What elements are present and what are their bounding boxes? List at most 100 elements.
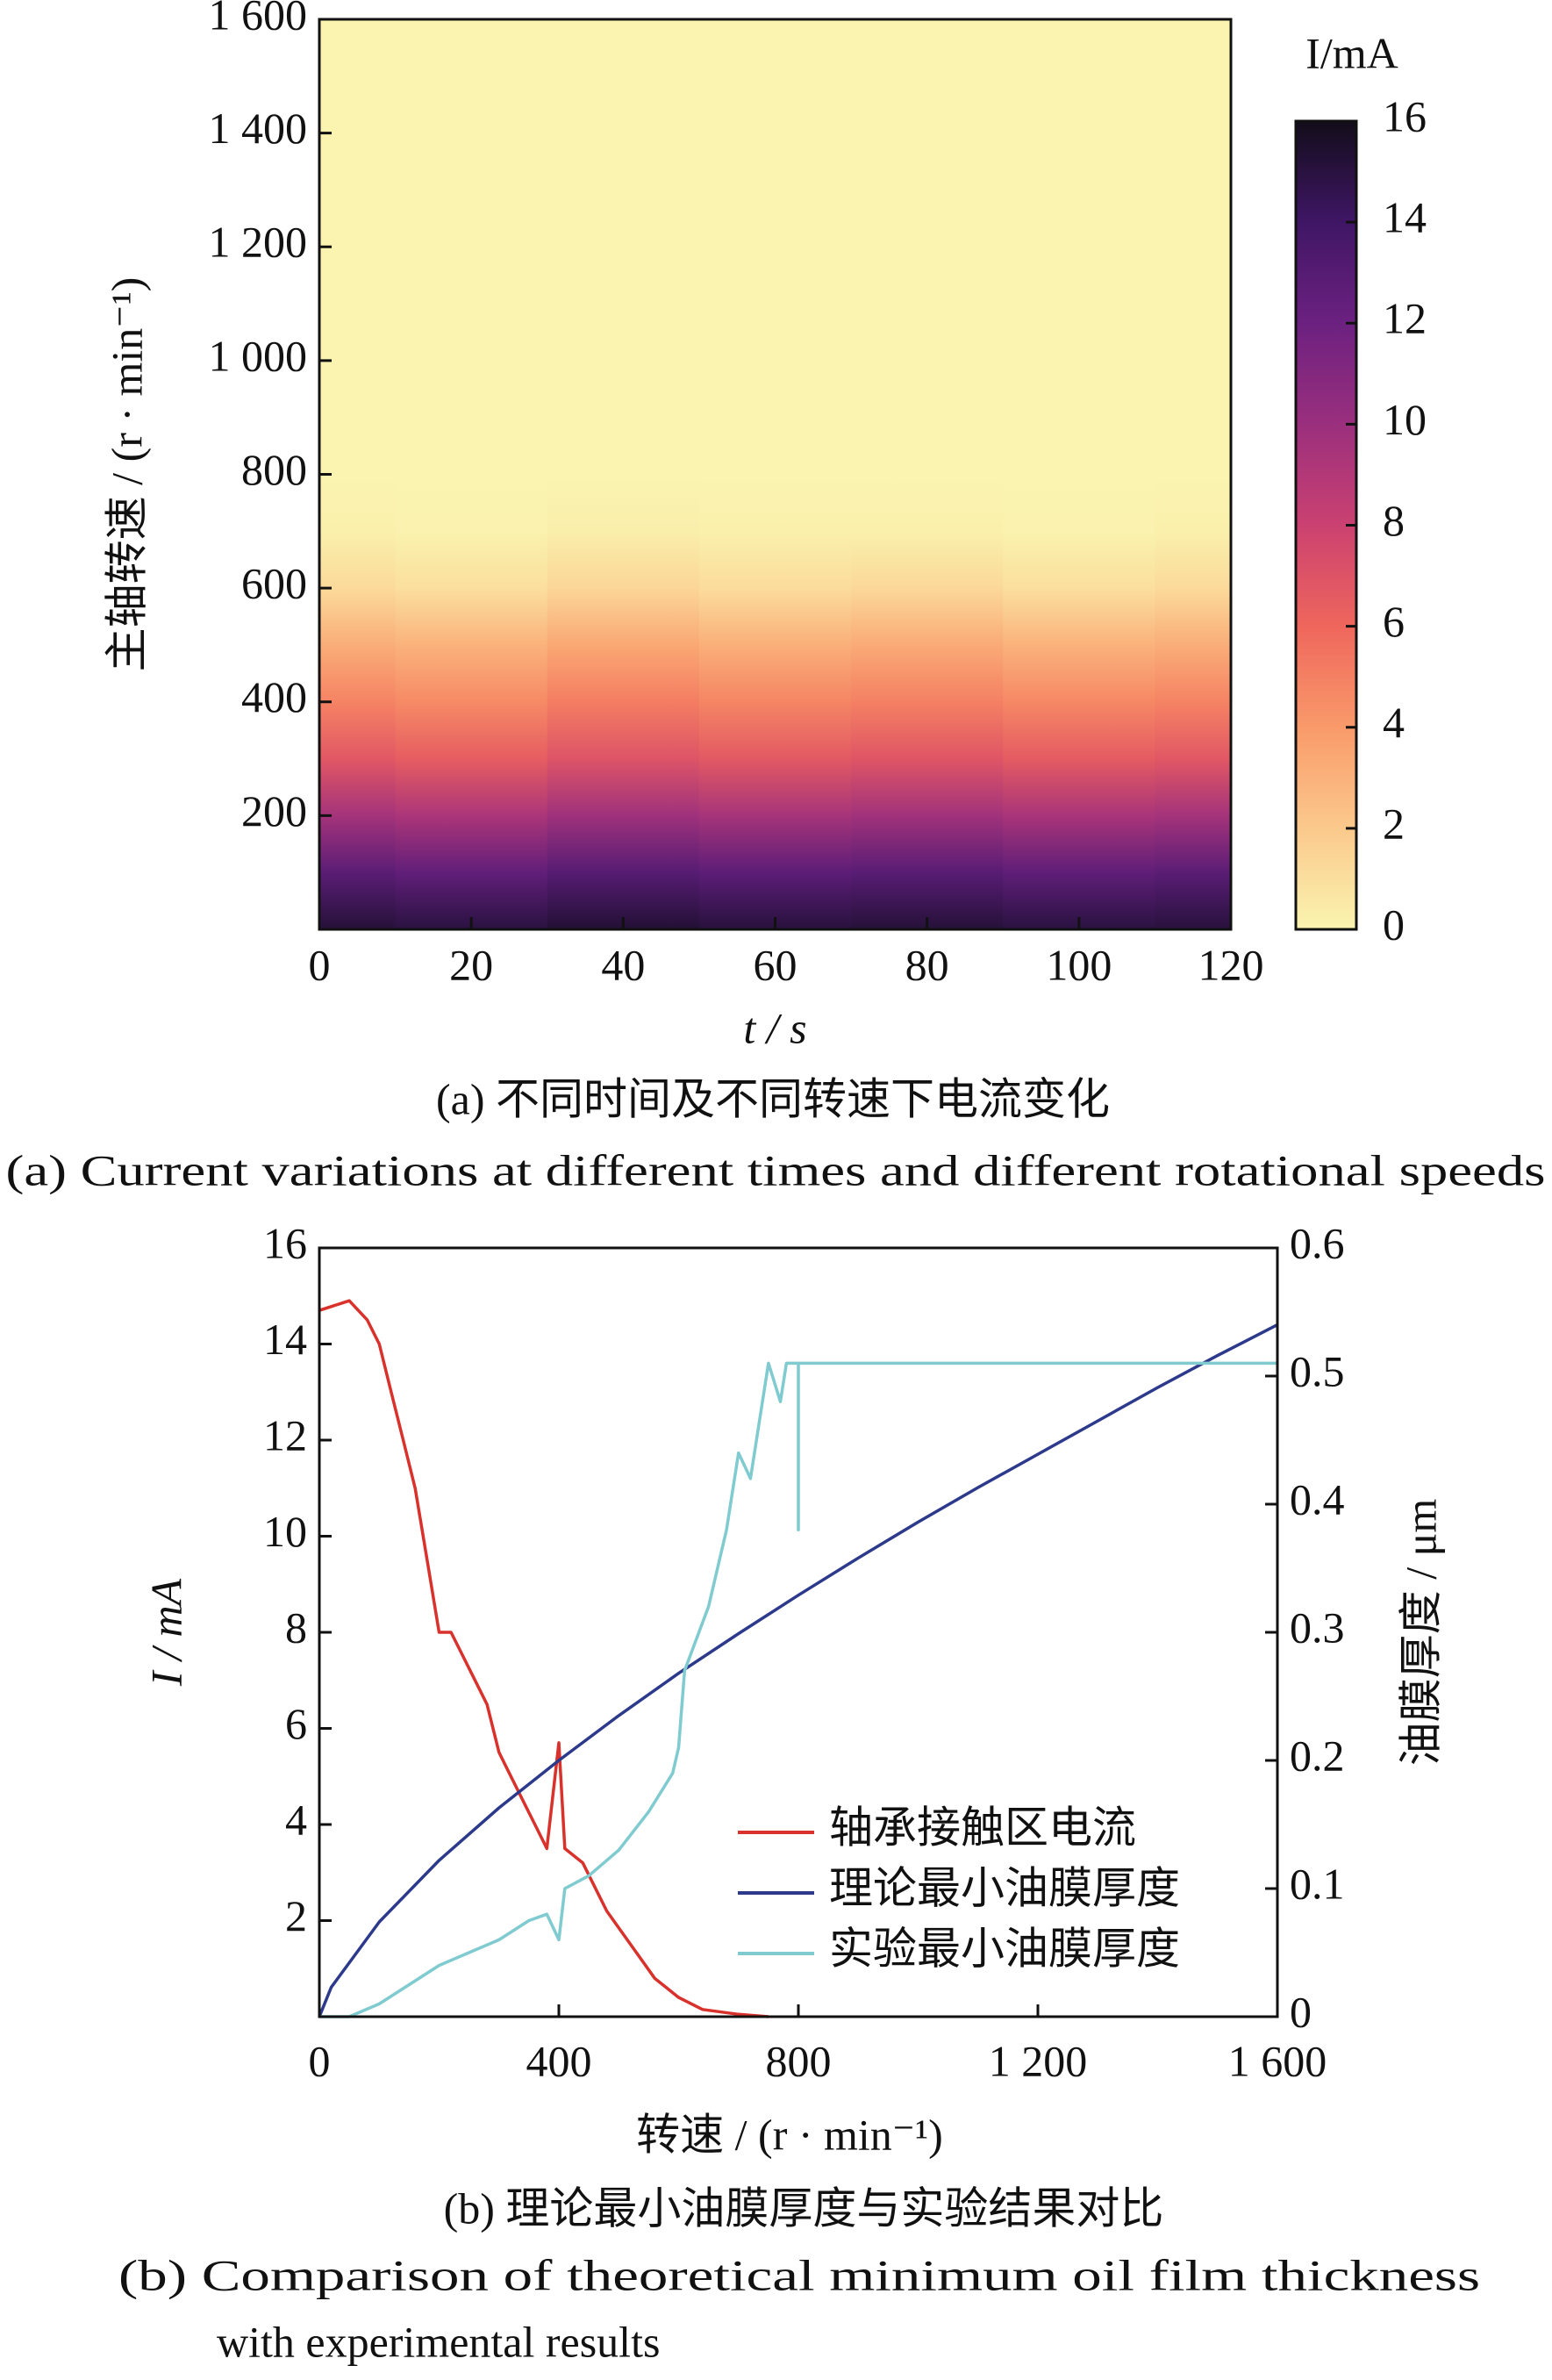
colorbar-tick-label: 14	[1383, 193, 1427, 242]
heat-cell	[1003, 758, 1156, 816]
heat-cell	[1003, 701, 1156, 760]
y-tick-label: 1 400	[209, 104, 308, 153]
heat-cell	[547, 474, 700, 532]
heat-cell	[547, 19, 700, 476]
caption: (a) 不同时间及不同转速下电流变化	[436, 1074, 1110, 1123]
y-tick-label: 1 600	[209, 0, 308, 39]
colorbar-tick-label: 12	[1383, 294, 1427, 343]
legend-label: 实验最小油膜厚度	[829, 1924, 1180, 1973]
x-tick-label: 40	[601, 940, 645, 989]
colorbar-tick-label: 16	[1383, 91, 1427, 140]
heat-cell	[319, 474, 397, 532]
heat-cell	[547, 758, 700, 816]
heat-cell	[1155, 474, 1232, 532]
y-tick-label: 200	[241, 786, 307, 835]
heat-cell	[851, 19, 1004, 476]
heat-cell	[851, 531, 1004, 589]
y-tick-label: 600	[241, 559, 307, 608]
heat-cell	[1155, 815, 1232, 873]
heat-cell	[698, 474, 852, 532]
heat-cell	[698, 815, 852, 873]
y-tick-label: 12	[263, 1410, 307, 1459]
heat-cell	[698, 531, 852, 589]
colorbar-tick-label: 10	[1383, 395, 1427, 444]
colorbar-tick-label: 4	[1383, 698, 1405, 747]
heat-cell	[851, 758, 1004, 816]
y-tick-label: 400	[241, 672, 307, 721]
heat-cell	[395, 815, 548, 873]
y2-tick-label: 0.5	[1290, 1346, 1345, 1395]
y-tick-label: 14	[263, 1315, 307, 1364]
y-tick-label: 8	[285, 1602, 307, 1652]
caption-en: (a) Current variations at different time…	[6, 1145, 1546, 1194]
heat-cell	[851, 701, 1004, 760]
x-axis-label: 转速 / (r · min⁻¹)	[636, 2110, 943, 2159]
heat-cell	[319, 815, 397, 873]
x-tick-label: 100	[1046, 940, 1112, 989]
colorbar-label: I/mA	[1305, 28, 1398, 77]
heat-cell	[547, 815, 700, 873]
legend-label: 轴承接触区电流	[829, 1803, 1136, 1852]
heat-cell	[547, 531, 700, 589]
y-axis-label: 主轴转速 / (r · min⁻¹)	[102, 277, 151, 672]
y-tick-label: 1 000	[209, 331, 308, 380]
x-axis-label: t / s	[743, 1003, 806, 1052]
heat-cell	[1155, 758, 1232, 816]
caption-en: (b) Comparison of theoretical minimum oi…	[118, 2250, 1480, 2299]
legend-label: 理论最小油膜厚度	[829, 1863, 1180, 1912]
y2-axis-label: 油膜厚度 / μm	[1396, 1499, 1445, 1767]
y-axis-label: I / mA	[141, 1578, 190, 1687]
y2-tick-label: 0	[1290, 1987, 1312, 2036]
x-tick-label: 0	[309, 940, 331, 989]
series-line	[318, 1323, 1278, 2018]
heat-cell	[1003, 531, 1156, 589]
heat-cell	[1155, 872, 1232, 930]
x-tick-label: 1 200	[989, 2036, 1088, 2085]
y-tick-label: 10	[263, 1507, 307, 1556]
heat-cell	[395, 19, 548, 476]
y-tick-label: 6	[285, 1699, 307, 1748]
x-tick-label: 60	[754, 940, 797, 989]
heat-cell	[851, 588, 1004, 646]
heat-cell	[395, 758, 548, 816]
heat-cell	[319, 758, 397, 816]
heat-cell	[698, 644, 852, 703]
heat-cell	[319, 531, 397, 589]
y-tick-label: 800	[241, 445, 307, 494]
heat-cell	[395, 701, 548, 760]
heat-cell	[319, 588, 397, 646]
heat-cell	[851, 474, 1004, 532]
heat-cell	[851, 644, 1004, 703]
heat-cell	[698, 19, 852, 476]
y2-tick-label: 0.6	[1290, 1218, 1345, 1267]
heat-cell	[1003, 19, 1156, 476]
heat-cell	[547, 701, 700, 760]
heat-cell	[1155, 588, 1232, 646]
x-tick-label: 20	[449, 940, 493, 989]
heat-cell	[395, 644, 548, 703]
heat-cell	[319, 872, 397, 930]
heat-cell	[698, 701, 852, 760]
y2-tick-label: 0.1	[1290, 1859, 1345, 1908]
heat-cell	[1155, 701, 1232, 760]
caption-en: with experimental results	[217, 2317, 660, 2366]
heat-cell	[319, 19, 397, 476]
heat-cell	[1155, 644, 1232, 703]
series-line	[319, 1361, 1277, 2018]
x-tick-label: 800	[766, 2036, 832, 2085]
heat-cell	[547, 588, 700, 646]
x-tick-label: 0	[309, 2036, 331, 2085]
colorbar-tick-label: 8	[1383, 496, 1405, 545]
colorbar-tick-label: 2	[1383, 799, 1405, 848]
heat-cell	[319, 701, 397, 760]
heat-cell	[1003, 644, 1156, 703]
y-tick-label: 16	[263, 1218, 307, 1267]
y2-tick-label: 0.2	[1290, 1731, 1345, 1780]
x-tick-label: 400	[526, 2036, 592, 2085]
y2-tick-label: 0.3	[1290, 1602, 1345, 1652]
series-line	[318, 1299, 769, 2018]
heat-cell	[395, 474, 548, 532]
y-tick-label: 4	[285, 1795, 307, 1844]
heat-cell	[698, 758, 852, 816]
